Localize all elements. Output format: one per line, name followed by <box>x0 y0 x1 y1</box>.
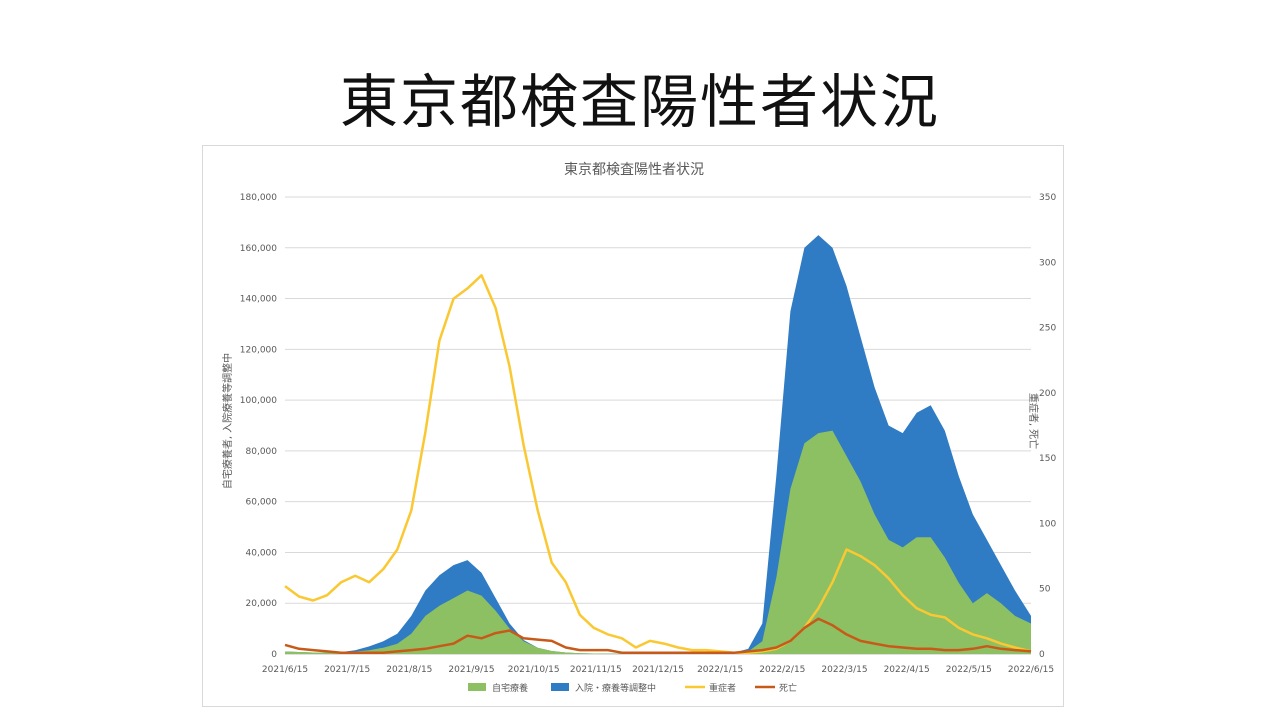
y-tick-right-label: 350 <box>1039 193 1056 203</box>
slide-title: 東京都検査陽性者状況 <box>339 68 940 136</box>
x-tick-label: 2022/2/15 <box>759 665 805 675</box>
y-tick-right-label: 50 <box>1039 585 1051 595</box>
x-tick-label: 2021/6/15 <box>262 665 308 675</box>
line-severe <box>284 274 1032 654</box>
y-tick-right-label: 0 <box>1039 650 1045 660</box>
x-tick-label: 2021/10/15 <box>508 665 560 675</box>
y-axis-right-label: 重症者, 死亡 <box>1027 393 1040 449</box>
y-tick-left-label: 20,000 <box>246 599 278 609</box>
legend-swatch <box>551 683 569 691</box>
area-series <box>285 235 1031 654</box>
x-tick-label: 2021/8/15 <box>386 665 432 675</box>
y-axis-left-label: 自宅療養者, 入院療養等調整中 <box>221 353 234 489</box>
x-tick-label: 2022/3/15 <box>821 665 867 675</box>
y-tick-right-label: 150 <box>1039 454 1056 464</box>
y-tick-left-label: 100,000 <box>240 396 277 406</box>
y-axis-left-ticks: 0 20,000 40,000 60,000 80,000 100,000 120,000 1… <box>240 193 277 660</box>
y-tick-left-label: 0 <box>271 650 277 660</box>
area-home-care <box>285 430 1031 654</box>
legend-label: 自宅療養 <box>492 682 528 694</box>
y-tick-right-label: 100 <box>1039 519 1056 529</box>
y-tick-left-label: 140,000 <box>240 295 277 305</box>
y-tick-left-label: 40,000 <box>246 548 278 558</box>
y-tick-left-label: 120,000 <box>240 345 277 355</box>
x-tick-label: 2022/1/15 <box>697 665 743 675</box>
y-tick-right-label: 200 <box>1039 389 1056 399</box>
chart-title: 東京都検査陽性者状況 <box>564 162 704 178</box>
x-tick-label: 2021/9/15 <box>448 665 494 675</box>
chart-svg: 東京都検査陽性者状況 0 20,000 40,000 60,000 80,000 100,… <box>221 162 1056 694</box>
legend-label: 入院・療養等調整中 <box>575 682 656 694</box>
legend-label: 死亡 <box>779 682 797 694</box>
y-tick-right-label: 300 <box>1039 258 1056 268</box>
x-tick-label: 2021/11/15 <box>570 665 622 675</box>
y-tick-left-label: 60,000 <box>246 498 278 508</box>
y-tick-right-label: 250 <box>1039 324 1056 334</box>
y-axis-right-ticks: 0 50 100 150 200 250 300 350 <box>1039 193 1056 660</box>
x-tick-label: 2022/6/15 <box>1008 665 1054 675</box>
x-axis-ticks: 2021/6/15 2021/7/15 2021/8/15 2021/9/15 2021… <box>262 665 1054 675</box>
x-tick-label: 2022/4/15 <box>884 665 930 675</box>
legend-label: 重症者 <box>709 682 736 694</box>
x-tick-label: 2021/7/15 <box>324 665 370 675</box>
x-tick-label: 2022/5/15 <box>946 665 992 675</box>
y-tick-left-label: 80,000 <box>246 447 278 457</box>
x-tick-label: 2021/12/15 <box>632 665 684 675</box>
line-deaths <box>284 617 1032 654</box>
y-tick-left-label: 160,000 <box>240 244 277 254</box>
legend: 自宅療養 入院・療養等調整中 重症者 死亡 <box>468 682 797 694</box>
legend-swatch <box>468 683 486 691</box>
line-series <box>284 274 1032 654</box>
chart-frame: 東京都検査陽性者状況 0 20,000 40,000 60,000 80,000 100,… <box>202 145 1064 707</box>
y-tick-left-label: 180,000 <box>240 193 277 203</box>
